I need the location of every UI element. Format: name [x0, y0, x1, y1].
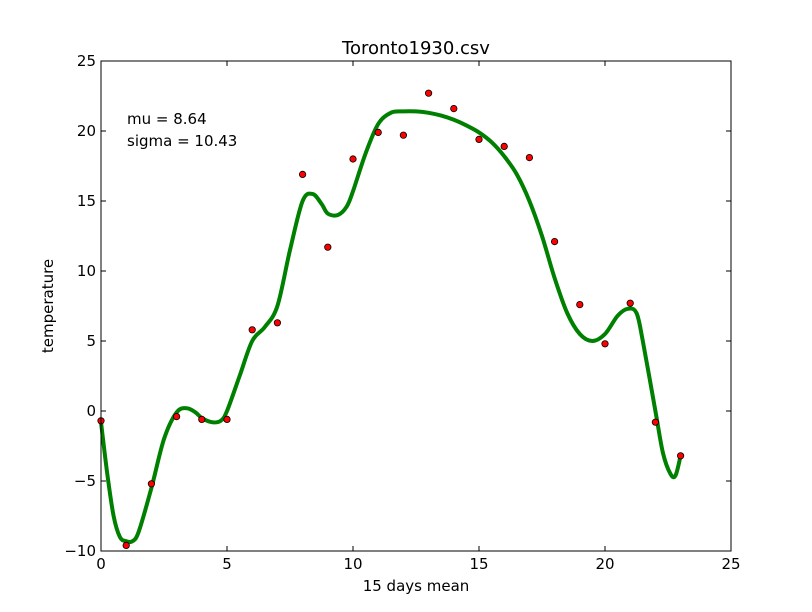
data-point	[223, 415, 231, 423]
data-point	[273, 319, 281, 327]
data-point	[450, 105, 458, 113]
data-point	[601, 340, 609, 348]
data-point	[198, 415, 206, 423]
x-axis-label: 15 days mean	[363, 577, 470, 595]
y-tick-label: 15	[77, 192, 96, 210]
fit-curve	[99, 109, 683, 545]
data-point	[298, 170, 307, 178]
data-point	[525, 154, 534, 162]
data-point	[676, 452, 685, 460]
y-tick-label: 25	[77, 52, 96, 70]
data-point	[500, 142, 508, 150]
y-tick-label: 0	[86, 402, 96, 420]
data-point	[475, 135, 483, 143]
data-point	[374, 128, 382, 136]
y-tick-label: 10	[77, 262, 96, 280]
x-tick-label: 25	[721, 555, 740, 573]
data-point	[424, 89, 433, 97]
data-point	[248, 326, 256, 334]
x-tick-label: 0	[96, 555, 106, 573]
data-point	[324, 243, 332, 251]
data-point	[173, 412, 181, 421]
data-point	[349, 155, 357, 163]
x-tick-label: 15	[469, 555, 488, 573]
plot-frame	[100, 60, 732, 552]
data-point	[122, 541, 130, 550]
data-point	[550, 238, 559, 246]
data-point	[147, 480, 155, 488]
data-point	[576, 300, 584, 309]
chart-title: Toronto1930.csv	[341, 38, 490, 59]
x-tick-label: 5	[222, 555, 232, 573]
plot-area	[97, 89, 685, 550]
y-tick-label: −5	[74, 472, 96, 490]
annotation-sigma: sigma = 10.43	[127, 132, 237, 150]
data-point	[399, 131, 407, 139]
y-axis-label: temperature	[39, 259, 57, 353]
x-tick-label: 20	[595, 555, 614, 573]
y-tick-label: −10	[64, 542, 96, 560]
data-point	[626, 299, 634, 307]
y-tick-label: 5	[86, 332, 96, 350]
data-point	[651, 418, 660, 426]
annotation-mu: mu = 8.64	[127, 110, 207, 128]
axis-ticks: 0 5 10 15 20 25 −10 −5 0 5 10 15 20 25	[64, 52, 740, 573]
y-tick-label: 20	[77, 122, 96, 140]
x-tick-label: 10	[343, 555, 362, 573]
